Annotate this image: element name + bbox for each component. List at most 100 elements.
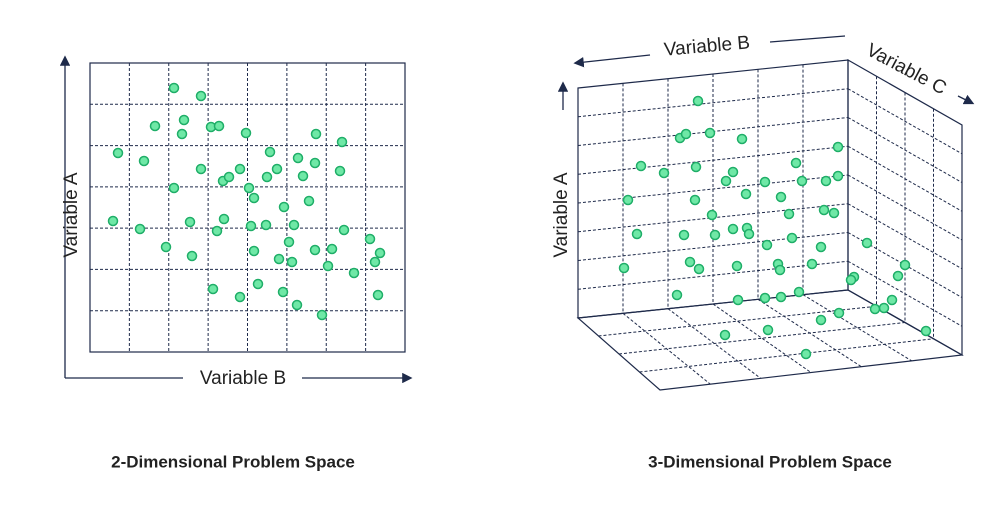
grid-line [802, 294, 912, 362]
dot [112, 147, 124, 159]
dot [709, 229, 721, 241]
dot [678, 229, 690, 241]
dot [899, 259, 911, 271]
dot [759, 292, 771, 304]
y-axis-label: Variable A [551, 172, 572, 258]
dot [322, 260, 334, 272]
dot [283, 236, 295, 248]
dot [223, 171, 235, 183]
floor [576, 289, 964, 391]
dot [260, 219, 272, 231]
grid-line [639, 338, 934, 373]
dot [168, 182, 180, 194]
dot [134, 223, 146, 235]
dot [671, 289, 683, 301]
dot [348, 267, 360, 279]
dot [833, 307, 845, 319]
dot [762, 324, 774, 336]
dot [338, 224, 350, 236]
dot [790, 157, 802, 169]
dot [869, 303, 881, 315]
grid-line [667, 308, 761, 379]
dot [793, 286, 805, 298]
dot [796, 175, 808, 187]
dot [727, 166, 739, 178]
dot [680, 128, 692, 140]
dot [719, 329, 731, 341]
dot [622, 194, 634, 206]
dot [184, 216, 196, 228]
dot [786, 232, 798, 244]
dot [689, 194, 701, 206]
dot [248, 245, 260, 257]
x-axis-label: Variable B [663, 32, 751, 60]
dot [176, 128, 188, 140]
z-axis-label: Variable C [863, 40, 950, 100]
dot [107, 215, 119, 227]
dot [740, 188, 752, 200]
dot [277, 286, 289, 298]
dot [774, 264, 786, 276]
dot [288, 219, 300, 231]
dot [635, 160, 647, 172]
dot [631, 228, 643, 240]
dot [761, 239, 773, 251]
dot [326, 243, 338, 255]
dot [759, 176, 771, 188]
dot [213, 120, 225, 132]
dot [374, 247, 386, 259]
dot [820, 175, 832, 187]
dot [618, 262, 630, 274]
grid-line [757, 298, 862, 368]
dot [207, 283, 219, 295]
grid-line [577, 88, 849, 118]
dot [160, 241, 172, 253]
dot [316, 309, 328, 321]
dot [278, 201, 290, 213]
y-axis-label: Variable A [61, 172, 82, 258]
dot [892, 270, 904, 282]
dot [195, 90, 207, 102]
dot [309, 157, 321, 169]
right-panel: Variable A Variable B Variable C 3-Dimen… [551, 32, 975, 471]
dot [264, 146, 276, 158]
dot [736, 133, 748, 145]
dot [878, 302, 890, 314]
x-axis-line [769, 35, 846, 43]
dot [273, 253, 285, 265]
dot [845, 274, 857, 286]
dot [800, 348, 812, 360]
dot [271, 163, 283, 175]
dot [240, 127, 252, 139]
dot [818, 204, 830, 216]
dot [291, 299, 303, 311]
dot [743, 228, 755, 240]
dot [297, 170, 309, 182]
caption: 3-Dimensional Problem Space [648, 452, 892, 471]
dot [195, 163, 207, 175]
x-axis-arrow [573, 54, 651, 68]
dot [243, 182, 255, 194]
dot [286, 256, 298, 268]
dot [684, 256, 696, 268]
dot [334, 165, 346, 177]
dot [861, 237, 873, 249]
dot [775, 191, 787, 203]
dot [692, 95, 704, 107]
dot [245, 220, 257, 232]
dot [783, 208, 795, 220]
dot [920, 325, 932, 337]
grid-line [847, 88, 963, 155]
dot [234, 163, 246, 175]
dot [806, 258, 818, 270]
dot [178, 114, 190, 126]
grid-line [622, 312, 711, 385]
dot [364, 233, 376, 245]
dot [138, 155, 150, 167]
z-axis-arrow [957, 94, 975, 105]
dot [693, 263, 705, 275]
dot [815, 314, 827, 326]
dot [303, 195, 315, 207]
left-panel: Variable A Variable B 2-Dimensional Prob… [59, 55, 413, 471]
